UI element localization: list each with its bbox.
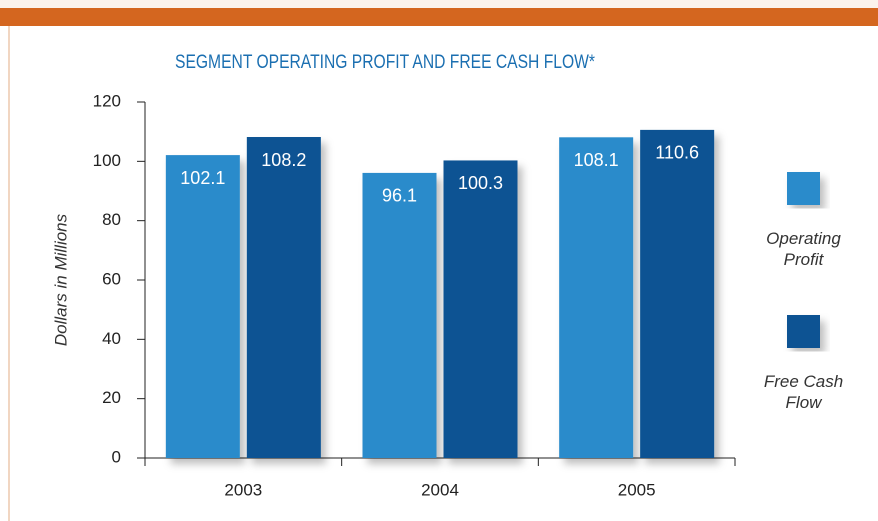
bar bbox=[559, 137, 634, 458]
bar bbox=[362, 172, 437, 459]
value-label: 108.2 bbox=[261, 150, 306, 170]
bar bbox=[165, 155, 240, 458]
y-tick-label: 0 bbox=[112, 447, 121, 466]
y-tick-label: 40 bbox=[102, 329, 121, 348]
top-strip bbox=[0, 0, 878, 8]
bar bbox=[246, 137, 321, 459]
bar bbox=[443, 160, 518, 458]
y-tick-label: 100 bbox=[93, 151, 121, 170]
x-tick-label: 2005 bbox=[618, 480, 656, 499]
y-tick-label: 20 bbox=[102, 388, 121, 407]
legend-swatch bbox=[787, 172, 820, 205]
x-tick-label: 2003 bbox=[224, 480, 262, 499]
chart-title: SEGMENT OPERATING PROFIT AND FREE CASH F… bbox=[175, 52, 595, 73]
value-label: 102.1 bbox=[180, 168, 225, 188]
header-band bbox=[0, 8, 878, 26]
x-tick-label: 2004 bbox=[421, 480, 459, 499]
bar bbox=[640, 129, 715, 459]
value-label: 96.1 bbox=[382, 186, 417, 206]
y-tick-label: 60 bbox=[102, 269, 121, 288]
value-label: 100.3 bbox=[458, 173, 503, 193]
y-tick-label: 80 bbox=[102, 210, 121, 229]
legend-label: Free Cash Flow bbox=[763, 372, 844, 412]
legend-swatch bbox=[787, 315, 820, 348]
y-tick-label: 120 bbox=[93, 91, 121, 110]
y-axis-label: Dollars in Millions bbox=[51, 213, 70, 346]
value-label: 110.6 bbox=[655, 143, 699, 163]
value-label: 108.1 bbox=[574, 150, 619, 170]
legend-label: Operating Profit bbox=[766, 229, 841, 269]
